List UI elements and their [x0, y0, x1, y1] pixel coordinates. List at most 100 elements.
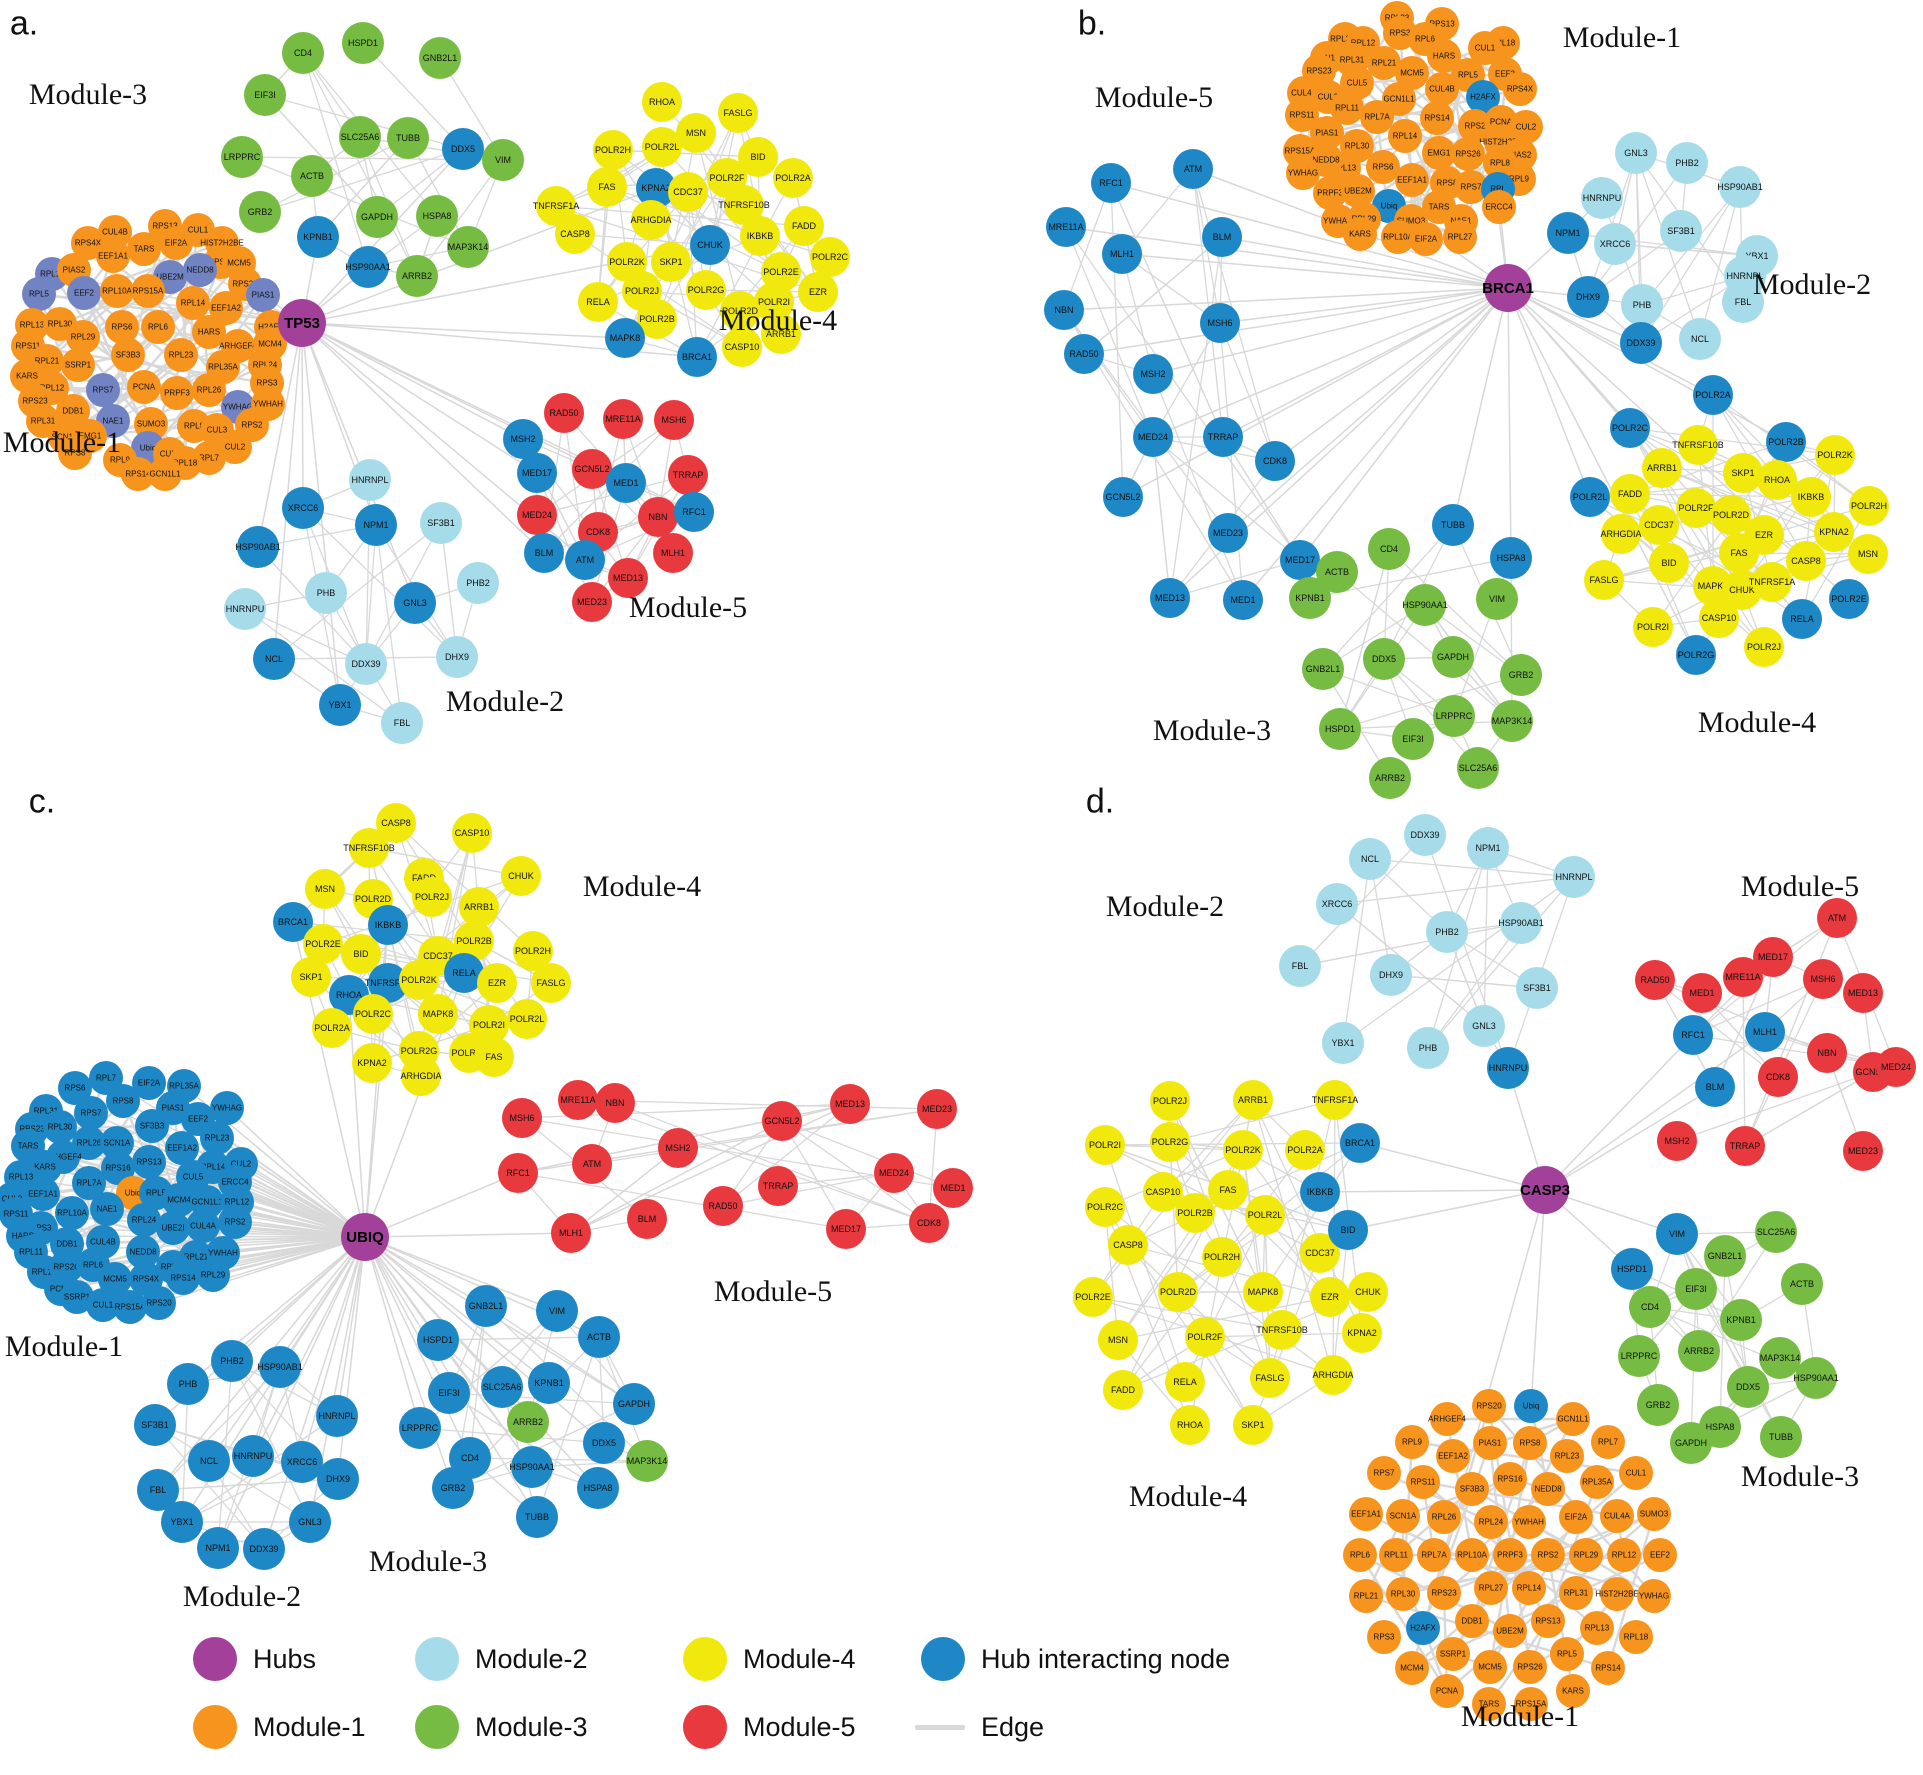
node-GNL3[interactable]	[1615, 132, 1657, 174]
node-CD4[interactable]	[1629, 1286, 1671, 1328]
node-TRRAP[interactable]	[1725, 1126, 1765, 1166]
node-YWHAG[interactable]	[1637, 1579, 1671, 1613]
node-MLH1[interactable]	[653, 533, 693, 573]
node-BID[interactable]	[341, 934, 381, 974]
node-DDX39[interactable]	[243, 1528, 285, 1570]
node-EIF2A[interactable]	[1409, 222, 1443, 256]
node-RPS16[interactable]	[1493, 1462, 1527, 1496]
node-POLR2C[interactable]	[810, 237, 850, 277]
node-RPL23[interactable]	[200, 1121, 234, 1155]
node-MSH6[interactable]	[654, 400, 694, 440]
node-RPS2[interactable]	[1458, 109, 1492, 143]
node-RPS4X[interactable]	[71, 226, 105, 260]
node-MED1[interactable]	[933, 1168, 973, 1208]
node-RPL7A[interactable]	[1417, 1538, 1451, 1572]
node-EEF1A1[interactable]	[1395, 163, 1429, 197]
node-FBL[interactable]	[137, 1469, 179, 1511]
node-RPS3[interactable]	[1367, 1620, 1401, 1654]
node-RFC1[interactable]	[1673, 1015, 1713, 1055]
node-POLR2B[interactable]	[637, 299, 677, 339]
node-TRRAP[interactable]	[1203, 417, 1243, 457]
node-HSP90AB1[interactable]	[1500, 902, 1542, 944]
node-HNRNPL[interactable]	[316, 1395, 358, 1437]
node-VIM[interactable]	[1476, 578, 1518, 620]
node-RPS13[interactable]	[132, 1145, 166, 1179]
node-IKBKB[interactable]	[740, 216, 780, 256]
node-PHB[interactable]	[167, 1363, 209, 1405]
node-MED23[interactable]	[1843, 1131, 1883, 1171]
node-RPL21[interactable]	[1349, 1579, 1383, 1613]
node-BLM[interactable]	[1695, 1067, 1735, 1107]
node-MLH1[interactable]	[1745, 1012, 1785, 1052]
node-POLR2B[interactable]	[454, 921, 494, 961]
node-POLR2J[interactable]	[1744, 627, 1784, 667]
node-RPL12[interactable]	[1607, 1538, 1641, 1572]
node-SLC25A6[interactable]	[1457, 747, 1499, 789]
node-FBL[interactable]	[1722, 281, 1764, 323]
node-MRE11A[interactable]	[558, 1080, 598, 1120]
node-ARHGDIA[interactable]	[401, 1056, 441, 1096]
node-CASP8[interactable]	[555, 214, 595, 254]
node-XRCC6[interactable]	[282, 487, 324, 529]
node-BID[interactable]	[738, 137, 778, 177]
node-UBE2M[interactable]	[1341, 174, 1375, 208]
node-RPS7[interactable]	[1367, 1456, 1401, 1490]
node-RPS4X[interactable]	[1503, 72, 1537, 106]
node-GNL3[interactable]	[289, 1501, 331, 1543]
node-RHOA[interactable]	[642, 82, 682, 122]
node-TNFRSF10B[interactable]	[724, 185, 764, 225]
node-NPM1[interactable]	[197, 1527, 239, 1569]
node-TNFRSF1A[interactable]	[536, 186, 576, 226]
node-EIF2A[interactable]	[159, 226, 193, 260]
node-PHB2[interactable]	[1666, 142, 1708, 184]
node-RPL29[interactable]	[66, 320, 100, 354]
node-ATM[interactable]	[572, 1144, 612, 1184]
node-ACTB[interactable]	[1781, 1263, 1823, 1305]
node-HNRNPU[interactable]	[1581, 177, 1623, 219]
node-POLR2G[interactable]	[1150, 1122, 1190, 1162]
node-PIAS1[interactable]	[246, 278, 280, 312]
node-HSP90AB1[interactable]	[259, 1346, 301, 1388]
node-SF3B1[interactable]	[1660, 210, 1702, 252]
node-RPL30[interactable]	[43, 1110, 77, 1144]
node-LRPPRC[interactable]	[221, 136, 263, 178]
node-POLR2C[interactable]	[353, 994, 393, 1034]
node-MED23[interactable]	[572, 582, 612, 622]
node-EEF2[interactable]	[1643, 1538, 1677, 1572]
node-TRRAP[interactable]	[668, 455, 708, 495]
node-YWHAG[interactable]	[210, 1091, 244, 1125]
node-POLR2D[interactable]	[720, 291, 760, 331]
node-MSN[interactable]	[305, 869, 345, 909]
node-KPNB1[interactable]	[297, 216, 339, 258]
node-POLR2J[interactable]	[1150, 1081, 1190, 1121]
node-HNRNPL[interactable]	[349, 459, 391, 501]
node-BLM[interactable]	[1202, 217, 1242, 257]
node-MSN[interactable]	[1848, 534, 1888, 574]
node-RPS6[interactable]	[1366, 150, 1400, 184]
node-IKBKB[interactable]	[1791, 477, 1831, 517]
node-RPS14[interactable]	[166, 1261, 200, 1295]
node-ACTB[interactable]	[291, 155, 333, 197]
node-CD4[interactable]	[1368, 528, 1410, 570]
node-RPL24[interactable]	[1474, 1505, 1508, 1539]
node-RPS7[interactable]	[86, 373, 120, 407]
node-ARRB1[interactable]	[459, 887, 499, 927]
node-RPL29[interactable]	[1569, 1538, 1603, 1572]
node-FAS[interactable]	[474, 1037, 514, 1077]
node-H2AFX[interactable]	[1406, 1611, 1440, 1645]
node-H2AFX[interactable]	[1466, 80, 1500, 114]
node-MAPK8[interactable]	[1243, 1272, 1283, 1312]
node-RPL18[interactable]	[1619, 1620, 1653, 1654]
hub-node-CASP3[interactable]	[1521, 1166, 1569, 1214]
node-POLR2K[interactable]	[399, 960, 439, 1000]
node-GNB2L1[interactable]	[1704, 1235, 1746, 1277]
node-PHB[interactable]	[1621, 284, 1663, 326]
node-RPS13[interactable]	[1531, 1604, 1565, 1638]
node-CDK8[interactable]	[1758, 1057, 1798, 1097]
node-EEF2[interactable]	[67, 276, 101, 310]
node-FASLG[interactable]	[718, 93, 758, 133]
node-RPS26[interactable]	[1451, 137, 1485, 171]
node-NBN[interactable]	[638, 497, 678, 537]
node-MED17[interactable]	[826, 1209, 866, 1249]
node-GRB2[interactable]	[239, 191, 281, 233]
